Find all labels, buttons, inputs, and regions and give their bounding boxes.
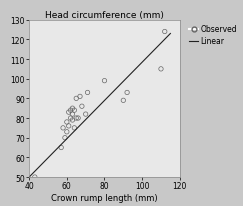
Point <box>59 146 63 149</box>
Point <box>69 109 72 112</box>
Point <box>72 126 76 130</box>
Point <box>163 31 167 34</box>
Point <box>122 99 125 102</box>
Point <box>61 126 65 130</box>
Point <box>65 121 69 124</box>
Point <box>65 131 69 134</box>
Point <box>125 91 129 95</box>
Point <box>69 117 72 120</box>
Legend: Observed, Linear: Observed, Linear <box>188 24 238 47</box>
Point <box>63 136 67 140</box>
Point <box>103 80 106 83</box>
Point <box>78 95 82 98</box>
Point <box>84 113 87 116</box>
Point <box>70 107 74 110</box>
Point <box>70 119 74 122</box>
Title: Head circumference (mm): Head circumference (mm) <box>45 11 164 20</box>
Point <box>159 68 163 71</box>
Point <box>33 176 37 179</box>
Point <box>72 109 76 112</box>
Point <box>80 105 84 108</box>
Point <box>67 125 71 128</box>
Point <box>76 117 80 120</box>
X-axis label: Crown rump length (mm): Crown rump length (mm) <box>51 193 158 202</box>
Point <box>31 183 35 187</box>
Point <box>70 113 74 116</box>
Point <box>74 117 78 120</box>
Point <box>74 97 78 101</box>
Point <box>86 91 89 95</box>
Point <box>67 111 71 114</box>
